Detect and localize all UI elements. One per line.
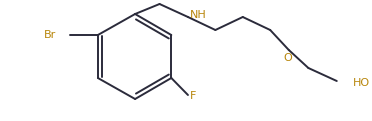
Text: NH: NH <box>190 10 207 20</box>
Text: Br: Br <box>44 30 56 40</box>
Text: HO: HO <box>352 78 369 88</box>
Text: O: O <box>283 53 292 63</box>
Text: F: F <box>190 91 196 101</box>
